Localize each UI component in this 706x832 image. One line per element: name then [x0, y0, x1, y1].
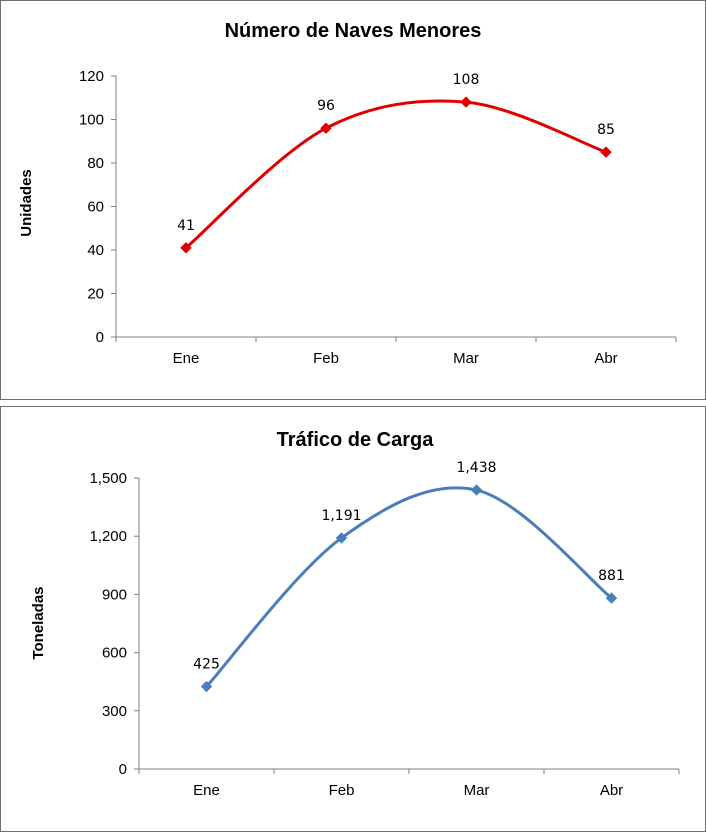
series-line	[205, 486, 613, 688]
y-tick-label: 0	[119, 761, 127, 778]
y-tick-label: 1,500	[89, 470, 127, 487]
chart-trafico-carga-svg: Tráfico de Carga Toneladas 0 300 600 900 1,2…	[30, 429, 680, 799]
x-tick-label: Abr	[600, 782, 623, 799]
y-tick-label: 1,200	[89, 528, 127, 545]
data-point	[335, 532, 348, 544]
marks: 425 1,191 1,438 881	[193, 460, 625, 693]
chart-trafico-carga: Tráfico de Carga Toneladas 0 300 600 900 1,2…	[0, 406, 706, 832]
data-point	[605, 592, 618, 604]
data-label: 85	[597, 122, 615, 138]
y-tick-label: 300	[102, 703, 127, 720]
data-label: 41	[177, 218, 195, 234]
data-label: 108	[453, 72, 480, 88]
data-label: 96	[317, 98, 335, 114]
y-tick-label: 120	[79, 68, 104, 85]
data-point	[180, 242, 192, 254]
data-point	[320, 122, 332, 134]
x-tick-label: Ene	[173, 350, 200, 367]
y-tick-label: 60	[87, 199, 104, 216]
x-tick-label: Ene	[193, 782, 220, 799]
data-point	[600, 146, 612, 158]
y-axis-label: Unidades	[18, 169, 35, 237]
axes: 0 300 600 900 1,200 1,500 Ene Feb Mar Abr	[89, 470, 680, 799]
y-tick-label: 600	[102, 645, 127, 662]
y-tick-label: 80	[87, 155, 104, 172]
data-point	[470, 484, 483, 496]
data-label: 881	[598, 568, 625, 584]
data-label: 1,191	[321, 508, 361, 524]
y-tick-label: 100	[79, 112, 104, 129]
y-axis-label: Toneladas	[30, 586, 47, 659]
marks: 41 96 108 85	[177, 72, 615, 254]
y-tick-label: 40	[87, 242, 104, 259]
data-point	[460, 96, 472, 108]
y-tick-label: 20	[87, 286, 104, 303]
chart-title: Número de Naves Menores	[225, 20, 482, 42]
data-label: 1,438	[456, 460, 496, 476]
x-tick-label: Mar	[453, 350, 479, 367]
x-tick-label: Abr	[594, 350, 617, 367]
chart-naves-menores: Número de Naves Menores Unidades 0 20 40 60…	[0, 0, 706, 400]
y-tick-label: 0	[96, 329, 104, 346]
series-line	[185, 99, 607, 249]
chart-naves-menores-svg: Número de Naves Menores Unidades 0 20 40 60…	[18, 20, 677, 367]
x-tick-label: Mar	[464, 782, 490, 799]
axes: 0 20 40 60 80 100 120 Ene Feb Mar Abr	[79, 68, 677, 367]
data-label: 425	[193, 657, 220, 673]
x-tick-label: Feb	[313, 350, 339, 367]
x-tick-label: Feb	[329, 782, 355, 799]
data-point	[200, 680, 213, 693]
chart-title: Tráfico de Carga	[277, 429, 435, 451]
y-tick-label: 900	[102, 586, 127, 603]
